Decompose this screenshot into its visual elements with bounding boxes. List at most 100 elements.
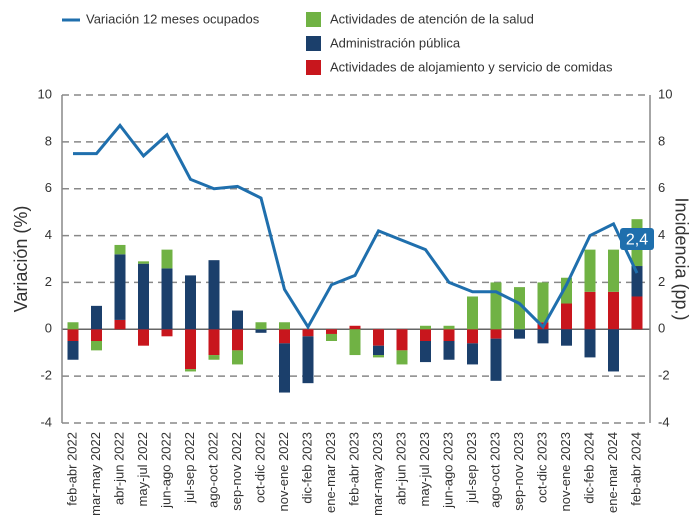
x-tick-label: abr-jun 2023 [393,432,408,505]
bar [537,329,549,344]
bar [467,296,478,330]
bar [138,329,149,346]
bar [67,341,79,360]
bar [443,329,455,341]
legend-label: Actividades de alojamiento y servicio de… [330,59,613,74]
bar [443,341,455,360]
bar [138,263,149,330]
bar [114,319,126,330]
x-tick-label: feb-abr 2024 [628,432,643,506]
y-tick-label: 0 [45,321,52,336]
bar [467,343,478,365]
x-tick-label: oct-dic 2023 [534,432,549,503]
bar [232,310,243,330]
x-tick-label: abr-jun 2022 [111,432,126,505]
y-tick-label: -2 [40,368,52,383]
legend-label: Actividades de atención de la salud [330,11,534,26]
bar [185,329,196,370]
bar [396,329,408,351]
x-tick-label: may-jul 2023 [417,432,432,506]
bar [373,355,384,358]
bar [67,322,79,330]
bar [91,341,102,351]
legend-label: Variación 12 meses ocupados [86,11,260,26]
x-tick-label: jul-sep 2022 [182,432,197,504]
bar [208,329,220,356]
bar [537,282,549,323]
bar [185,369,196,372]
bar [67,329,79,341]
legend-swatch [306,36,321,51]
x-tick-label: sep-nov 2023 [511,432,526,511]
bar [608,249,619,292]
y-axis-title: Variación (%) [11,206,31,313]
bar [326,329,337,334]
bar [373,345,384,356]
bar [420,329,431,341]
legend-label: Administración pública [330,35,461,50]
bar [91,329,102,341]
bar [490,282,502,330]
y-tick-label: 4 [45,227,52,242]
bar [584,291,596,330]
bar [443,325,455,330]
y2-tick-label: 10 [658,86,672,101]
line [73,123,639,330]
x-tick-label: ago-oct 2023 [487,432,502,508]
x-tick-label: ene-mar 2024 [605,432,620,513]
legend-swatch [306,60,321,75]
x-tick-label: dic-feb 2024 [581,432,596,504]
bar [114,244,126,255]
x-tick-label: mar-may 2023 [370,432,385,516]
bar [255,322,267,330]
bar [420,341,431,363]
bar [161,268,173,330]
bar [185,275,196,330]
bar [326,333,337,341]
bar [608,329,619,372]
x-tick-label: sep-nov 2022 [229,432,244,511]
bar [279,343,290,393]
bar [161,329,173,337]
x-tick-label: feb-abr 2022 [64,432,79,506]
value-label: 2,4 [626,231,648,248]
bar [302,336,314,384]
bar [138,261,149,264]
bar [302,329,314,337]
bar [631,296,643,330]
bar [561,329,572,346]
bar [208,355,220,360]
bar [396,350,408,365]
y-tick-label: 2 [45,274,52,289]
bar [561,277,572,304]
y2-tick-label: 0 [658,321,665,336]
bar [279,329,290,344]
x-tick-label: oct-dic 2022 [252,432,267,503]
bar [490,338,502,381]
y-tick-label: -4 [40,414,52,429]
x-tick-label: nov-ene 2022 [276,432,291,512]
y2-tick-label: -4 [658,414,670,429]
bar [349,329,361,356]
bar [232,350,243,365]
bar [114,254,126,320]
y2-tick-label: 8 [658,133,665,148]
bar [467,329,478,344]
bar [584,249,596,292]
x-tick-label: mar-may 2022 [88,432,103,516]
bar [373,329,384,346]
x-tick-label: jul-sep 2023 [464,432,479,504]
x-tick-label: may-jul 2022 [135,432,150,506]
y-tick-label: 10 [38,86,52,101]
bar [349,325,361,330]
bar [608,291,619,330]
x-tick-label: feb-abr 2023 [346,432,361,506]
y-tick-label: 8 [45,133,52,148]
bar [631,266,643,297]
x-tick-label: ago-oct 2022 [205,432,220,508]
x-tick-label: jun-ago 2023 [440,432,455,509]
y2-tick-label: 4 [658,227,665,242]
bar [232,329,243,351]
y2-tick-label: 2 [658,274,665,289]
